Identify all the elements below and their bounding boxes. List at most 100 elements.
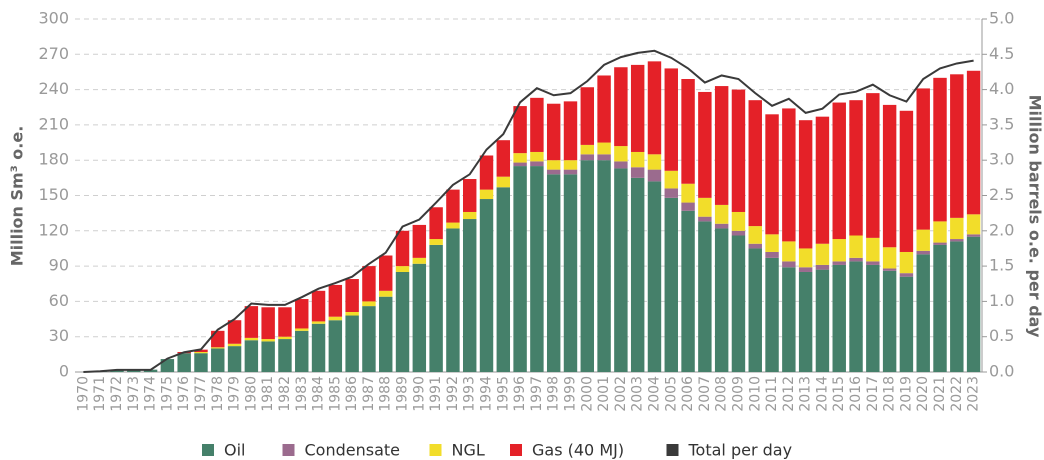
bar-segment [832, 264, 846, 372]
bar-segment [345, 279, 359, 312]
bar-segment [446, 189, 460, 223]
x-tick-label: 1977 [193, 376, 209, 412]
bar-segment [966, 214, 981, 235]
bar-segment [194, 351, 208, 354]
bar-segment [345, 315, 359, 372]
bar-segment [479, 155, 494, 190]
bar-segment [681, 79, 695, 184]
x-tick-label: 1997 [529, 376, 545, 412]
bar-segment [866, 93, 880, 238]
bar-segment [664, 197, 678, 372]
y2-tick-label: 1.5 [989, 256, 1014, 275]
bar-segment [227, 343, 242, 347]
bar-segment [849, 100, 863, 236]
x-tick-label: 2005 [663, 376, 679, 412]
y2-tick-label: 2.5 [989, 185, 1014, 204]
bar-segment [748, 100, 762, 227]
y-tick-label: 90 [49, 256, 69, 275]
bar-segment [177, 353, 191, 372]
bar-segment [244, 306, 259, 338]
bar-segment [211, 347, 225, 349]
bar-segment [580, 87, 595, 145]
bar-segment [580, 160, 595, 372]
bar-segment [899, 273, 914, 277]
bar-segment [765, 234, 779, 252]
bar-segment [714, 204, 729, 224]
bar-segment [546, 169, 561, 175]
bar-segment [580, 144, 595, 155]
bar-segment [933, 244, 947, 372]
x-tick-label: 2013 [798, 376, 814, 412]
bar-segment [513, 153, 527, 163]
bar-segment [597, 154, 611, 161]
bar-segment [849, 235, 863, 258]
bar-segment [798, 248, 813, 268]
bar-segment [614, 168, 628, 372]
bar-segment [933, 77, 947, 222]
bar-segment [597, 142, 611, 155]
bar-segment [513, 106, 527, 154]
bar-segment [748, 248, 762, 372]
bar-segment [530, 161, 544, 167]
bar-segment [698, 221, 712, 372]
bar-segment [614, 146, 628, 162]
x-tick-label: 2022 [949, 376, 965, 412]
bar-segment [328, 316, 343, 321]
bar-segment [681, 183, 695, 203]
bar-segment [866, 237, 880, 262]
x-tick-label: 1987 [361, 376, 377, 412]
x-tick-label: 1970 [75, 376, 91, 412]
bar-segment [580, 154, 595, 161]
bar-segment [328, 320, 343, 372]
legend-swatch [510, 444, 522, 456]
x-tick-label: 1979 [227, 376, 243, 412]
bar-segment [882, 268, 897, 271]
bar-segment [782, 108, 796, 242]
y2-tick-label: 2.0 [989, 220, 1014, 239]
bar-segment [664, 68, 678, 171]
x-tick-label: 1996 [512, 376, 528, 412]
bar-segment [446, 222, 460, 229]
bar-segment [379, 255, 393, 291]
bar-segment [345, 311, 359, 316]
bar-segment [429, 239, 443, 245]
bar-segment [748, 226, 762, 244]
y2-tick-label: 0.0 [989, 362, 1014, 381]
y-tick-label: 60 [49, 291, 69, 310]
bar-segment [714, 86, 729, 205]
bar-segment [765, 114, 779, 235]
legend-label: Oil [224, 441, 245, 460]
bar-segment [866, 264, 880, 372]
bar-segment [211, 330, 225, 348]
bar-segment [882, 104, 897, 248]
bar-segment [681, 210, 695, 372]
y-tick-label: 180 [38, 150, 69, 169]
bar-segment [664, 188, 678, 198]
bar-segment [362, 266, 376, 302]
bar-segment [630, 167, 645, 178]
bar-segment [278, 336, 292, 340]
bar-segment [731, 230, 746, 236]
bar-segment [311, 323, 326, 372]
bar-segment [496, 176, 511, 188]
bar-segment [412, 224, 427, 258]
bar-segment [311, 321, 326, 324]
x-tick-label: 2001 [596, 376, 612, 412]
x-tick-label: 2006 [680, 376, 696, 412]
bar-segment [614, 67, 628, 147]
bar-segment [530, 97, 544, 152]
bar-segment [698, 91, 712, 198]
x-tick-label: 2002 [613, 376, 629, 412]
bar-segment [849, 257, 863, 262]
bar-segment [966, 70, 981, 215]
x-tick-label: 2018 [882, 376, 898, 412]
bar-segment [832, 102, 846, 240]
x-tick-label: 1984 [311, 376, 327, 412]
bar-segment [748, 243, 762, 249]
bar-segment [295, 328, 309, 331]
bar-segment [782, 241, 796, 262]
y-tick-label: 210 [38, 114, 69, 133]
x-tick-label: 1976 [176, 376, 192, 412]
bar-segment [899, 110, 914, 252]
bar-segment [714, 228, 729, 372]
